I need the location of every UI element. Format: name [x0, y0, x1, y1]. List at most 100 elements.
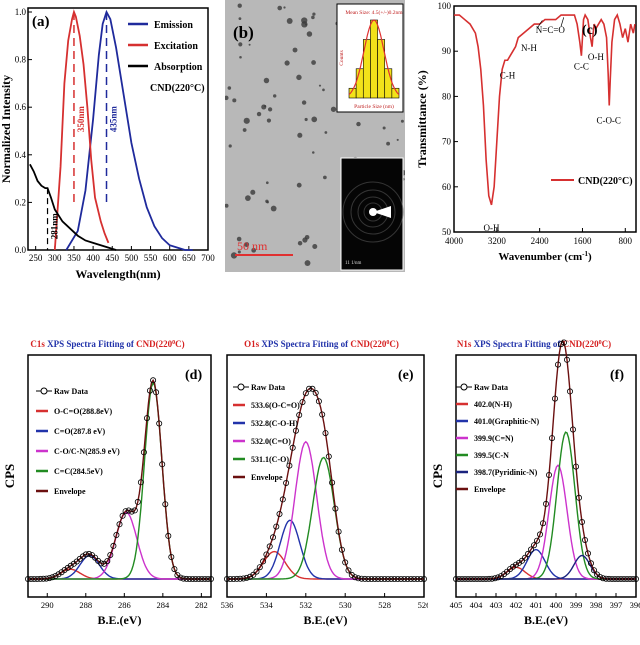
- raw-data-point: [342, 559, 349, 566]
- raw-data-point: [159, 461, 166, 468]
- raw-data-point: [189, 575, 196, 582]
- nanoparticle-dot: [224, 203, 229, 208]
- raw-data-point: [348, 571, 355, 578]
- nanoparticle-dot: [297, 132, 303, 138]
- raw-data-point: [279, 496, 286, 503]
- x-tick-label: 3200: [488, 236, 507, 246]
- raw-data-point: [292, 427, 299, 434]
- x-tick-label: 534: [260, 600, 274, 610]
- raw-data-point: [361, 575, 368, 582]
- raw-data-point: [89, 552, 96, 559]
- raw-data-point: [563, 356, 570, 363]
- raw-data-point: [394, 575, 401, 582]
- nanoparticle-dot: [311, 60, 316, 65]
- histogram-bar: [391, 87, 400, 99]
- nanoparticle-dot: [251, 247, 257, 253]
- panel-label: (f): [610, 368, 624, 383]
- histogram-bar: [355, 68, 364, 99]
- y-axis-label: Transmittance (%): [415, 70, 429, 167]
- raw-data-point: [338, 546, 345, 553]
- x-tick-label: 650: [182, 253, 196, 263]
- raw-data-point: [266, 543, 273, 550]
- raw-data-point: [37, 575, 44, 582]
- envelope-line: [227, 387, 424, 580]
- x-tick-label: 284: [156, 600, 170, 610]
- nanoparticle-dot: [306, 31, 313, 37]
- x-axis-label: B.E.(eV): [524, 613, 568, 627]
- nanoparticle-dot: [270, 205, 277, 212]
- raw-data-point: [247, 573, 254, 580]
- diffraction-ring: [342, 181, 404, 243]
- y-tick-label: 0.6: [15, 102, 27, 112]
- panel-title: O1s XPS Spectra Fitting of CND(2200C): [244, 339, 399, 349]
- nanoparticle-dot: [382, 126, 386, 130]
- chart-panel-c: 4000 3200 2400 1600 800 50 60 70 80 90 100 Wavenumb…: [412, 0, 640, 290]
- panel-label: (e): [398, 368, 414, 383]
- nanoparticle-dot: [223, 95, 229, 101]
- raw-data-point: [335, 528, 342, 535]
- chart-b-svg: (b) 50 nm Mean Size: 4.5(+/-)0.2nm Particle…: [223, 0, 407, 272]
- raw-data-point: [131, 507, 138, 514]
- raw-data-point: [381, 575, 388, 582]
- gaussian-fit-curve: [348, 19, 400, 96]
- raw-data-point: [401, 575, 408, 582]
- raw-data-point: [629, 575, 636, 582]
- x-axis-label: B.E.(eV): [98, 613, 142, 627]
- raw-data-point: [632, 575, 639, 582]
- raw-data-point: [581, 536, 588, 543]
- raw-data-point: [534, 537, 541, 544]
- nanoparticle-dot: [242, 128, 247, 132]
- raw-data-point: [614, 575, 621, 582]
- diffraction-ring: [350, 189, 396, 235]
- raw-data-point: [230, 575, 237, 582]
- legend-label: Raw Data: [474, 383, 508, 392]
- raw-data-point: [195, 575, 202, 582]
- nanoparticle-dot: [232, 98, 237, 103]
- raw-data-point: [417, 575, 424, 582]
- nanoparticle-dot: [322, 88, 325, 92]
- chart-d-svg: C1s XPS Spectra Fitting of CND(2200C) 290…: [2, 339, 214, 627]
- raw-data-point: [455, 575, 462, 582]
- raw-data-point: [371, 575, 378, 582]
- ftir-series-line: [454, 13, 636, 206]
- raw-data-point: [156, 420, 163, 427]
- raw-data-point: [522, 554, 529, 561]
- beam-stop: [373, 206, 391, 218]
- chart-f-svg: N1s XPS Spectra Fitting of CND(2200C) 405…: [430, 339, 640, 627]
- x-tick-label: 288: [79, 600, 92, 610]
- nanoparticle-dot: [318, 84, 322, 87]
- raw-data-point: [471, 575, 478, 582]
- nanoparticle-dot: [286, 18, 293, 24]
- nanoparticle-dot: [324, 131, 328, 134]
- raw-data-point: [611, 575, 618, 582]
- nanoparticle-dot: [265, 199, 269, 203]
- raw-data-point: [560, 339, 567, 346]
- annotation-leader: [560, 17, 565, 27]
- raw-data-point: [116, 521, 123, 528]
- raw-data-point: [368, 575, 375, 582]
- x-tick-label: 399: [570, 600, 583, 610]
- raw-data-point: [223, 575, 230, 582]
- raw-data-point: [623, 575, 630, 582]
- raw-data-point: [110, 542, 117, 549]
- raw-data-point: [587, 560, 594, 567]
- raw-data-point: [119, 512, 126, 519]
- raw-data-point: [192, 575, 199, 582]
- raw-data-point: [329, 479, 336, 486]
- legend-label: C=C(284.5eV): [54, 467, 103, 476]
- raw-data-point: [256, 564, 263, 571]
- legend-swatch: [460, 383, 468, 391]
- nanoparticle-dot: [272, 94, 277, 98]
- raw-data-point: [626, 575, 633, 582]
- raw-data-point: [608, 575, 615, 582]
- nanoparticle-dot: [386, 141, 391, 146]
- y-tick-label: 0.4: [15, 150, 27, 160]
- nanoparticle-dot: [250, 189, 256, 195]
- nanoparticle-dot: [312, 244, 318, 250]
- raw-data-point: [489, 575, 496, 582]
- nanoparticle-dot: [312, 12, 316, 16]
- raw-data-point: [101, 560, 108, 567]
- nanoparticle-dot: [238, 17, 242, 21]
- legend-label: O-C=O(288.8eV): [54, 407, 112, 416]
- plot-frame: [455, 354, 637, 598]
